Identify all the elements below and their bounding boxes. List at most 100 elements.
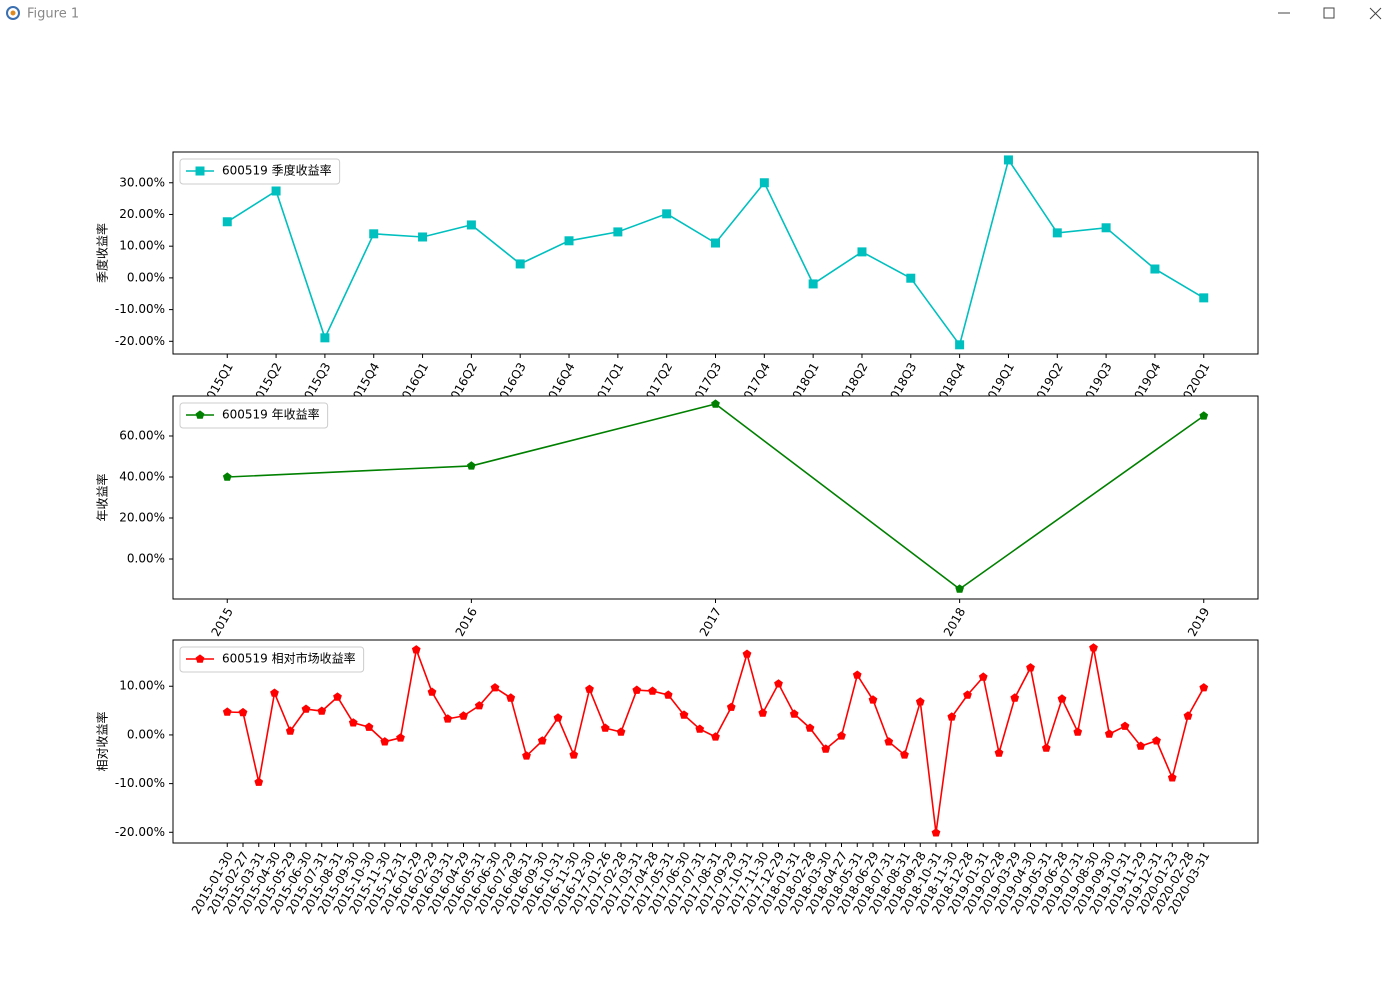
marker <box>759 178 769 188</box>
marker <box>1003 155 1013 165</box>
y-tick-label: -20.00% <box>115 334 165 348</box>
marker <box>906 273 916 283</box>
marker <box>931 828 941 837</box>
maximize-button[interactable] <box>1323 7 1335 19</box>
y-tick-label: 0.00% <box>127 727 165 741</box>
marker <box>522 751 531 760</box>
legend-label: 600519 季度收益率 <box>222 163 332 178</box>
marker <box>1150 264 1160 274</box>
y-tick-label: 60.00% <box>119 428 165 442</box>
marker <box>915 697 925 706</box>
marker <box>808 279 818 289</box>
marker <box>238 707 248 717</box>
app-icon <box>6 6 20 20</box>
marker <box>711 238 720 248</box>
marker <box>837 731 846 740</box>
marker <box>789 709 799 718</box>
marker <box>963 690 972 699</box>
marker <box>884 737 894 746</box>
marker <box>994 748 1004 757</box>
legend-marker <box>195 410 205 419</box>
marker <box>369 229 379 239</box>
marker <box>333 692 342 701</box>
marker <box>443 714 453 723</box>
marker <box>466 220 476 230</box>
marker <box>418 232 428 242</box>
marker <box>380 737 390 746</box>
marker <box>1073 727 1083 736</box>
y-tick-label: -20.00% <box>115 825 165 839</box>
marker <box>564 236 574 246</box>
marker <box>852 670 862 679</box>
marker <box>616 727 626 736</box>
legend: 600519 年收益率 <box>179 402 329 429</box>
marker <box>317 706 327 715</box>
plots: -20.00%-10.00%0.00%10.00%20.00%30.00%201… <box>95 151 1259 917</box>
marker <box>1183 711 1193 720</box>
marker <box>742 649 752 658</box>
y-tick-label: 20.00% <box>119 511 165 525</box>
marker <box>1199 293 1209 303</box>
marker <box>490 683 500 692</box>
marker <box>663 690 673 699</box>
legend-label: 600519 相对市场收益率 <box>222 651 356 666</box>
marker <box>1101 223 1111 233</box>
marker <box>585 684 594 693</box>
marker <box>1167 773 1177 782</box>
marker <box>474 701 484 710</box>
marker <box>1010 693 1020 702</box>
marker <box>726 702 736 711</box>
marker <box>1057 694 1067 703</box>
marker <box>459 711 468 720</box>
legend-box <box>179 402 329 429</box>
legend: 600519 季度收益率 <box>179 158 341 185</box>
marker <box>632 685 642 694</box>
axes-background <box>173 640 1258 843</box>
marker <box>1152 736 1161 745</box>
close-button[interactable] <box>1369 7 1382 20</box>
marker <box>515 259 525 269</box>
marker <box>805 723 815 732</box>
marker <box>955 340 965 350</box>
legend-box <box>179 158 341 185</box>
marker <box>1089 643 1098 652</box>
marker <box>774 679 783 688</box>
marker <box>947 712 957 721</box>
marker <box>1104 729 1114 738</box>
axes-background <box>173 152 1258 354</box>
y-tick-label: 40.00% <box>119 469 165 483</box>
marker <box>679 710 689 719</box>
marker <box>662 209 672 219</box>
marker <box>553 713 563 722</box>
legend: 600519 相对市场收益率 <box>179 646 365 673</box>
marker <box>537 736 547 745</box>
axes-frame <box>172 395 1259 600</box>
marker <box>1199 683 1209 692</box>
marker <box>613 227 623 237</box>
marker <box>821 744 831 753</box>
y-axis-label: 相对收益率 <box>95 711 110 771</box>
legend-marker <box>195 166 205 176</box>
y-tick-label: 20.00% <box>119 207 165 221</box>
marker <box>222 707 232 716</box>
marker <box>427 687 437 696</box>
marker <box>600 723 610 732</box>
marker <box>648 686 657 695</box>
marker <box>695 724 705 733</box>
marker <box>569 750 579 759</box>
axes-frame <box>172 151 1259 355</box>
window-title: Figure 1 <box>27 7 79 22</box>
marker <box>1136 741 1146 750</box>
y-axis-label: 年收益率 <box>95 473 110 521</box>
y-tick-label: 30.00% <box>119 175 165 189</box>
y-tick-label: 10.00% <box>119 239 165 253</box>
marker <box>955 584 964 593</box>
marker <box>222 472 232 481</box>
marker <box>1041 743 1051 752</box>
marker <box>285 726 295 735</box>
marker <box>254 777 264 786</box>
y-tick-label: -10.00% <box>115 776 165 790</box>
marker <box>1199 411 1209 420</box>
y-tick-label: -10.00% <box>115 302 165 316</box>
